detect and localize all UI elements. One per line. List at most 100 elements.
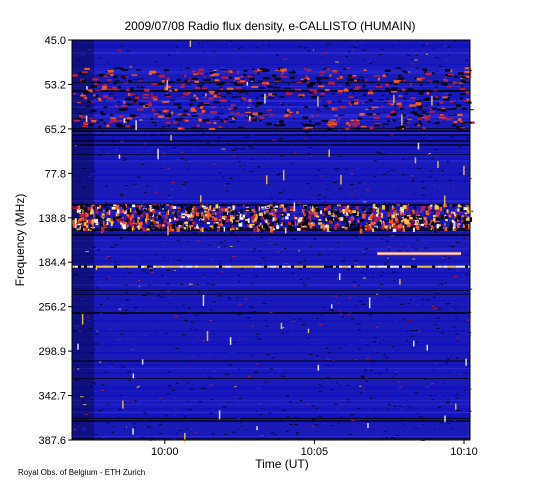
heatmap-cell [89, 397, 92, 399]
heatmap-cell [186, 83, 191, 85]
heatmap-cell [125, 97, 133, 101]
heatmap-cell [228, 265, 231, 268]
heatmap-cell [72, 136, 470, 138]
heatmap-cell [291, 320, 296, 322]
heatmap-cell [165, 265, 168, 268]
heatmap-cell [369, 126, 374, 130]
heatmap-cell [286, 330, 290, 332]
heatmap-cell [368, 224, 371, 227]
heatmap-cell [362, 94, 367, 97]
heatmap-cell [445, 405, 448, 407]
heatmap-cell [349, 433, 353, 435]
heatmap-cell [410, 335, 414, 337]
heatmap-cell [338, 188, 343, 190]
heatmap-cell [217, 94, 222, 96]
heatmap-cell [362, 387, 365, 389]
heatmap-cell [72, 64, 470, 65]
heatmap-cell [421, 194, 426, 196]
heatmap-cell [372, 265, 375, 268]
heatmap-cell [363, 253, 366, 255]
heatmap-cell [120, 207, 123, 209]
heatmap-cell [146, 197, 149, 199]
heatmap-cell [398, 217, 401, 219]
heatmap-cell [195, 97, 199, 100]
heatmap-cell [72, 174, 470, 176]
heatmap-cell [118, 119, 123, 122]
heatmap-cell [305, 126, 313, 129]
heatmap-cell [437, 161, 439, 168]
heatmap-cell [72, 330, 470, 332]
heatmap-cell [105, 71, 109, 73]
heatmap-cell [338, 218, 342, 222]
heatmap-cell [325, 347, 329, 349]
heatmap-cell [85, 223, 89, 228]
heatmap-cell [207, 265, 210, 268]
heatmap-cell [115, 280, 118, 282]
heatmap-cell [303, 76, 306, 78]
heatmap-cell [421, 424, 423, 426]
heatmap-cell [354, 101, 359, 105]
heatmap-cell [222, 70, 227, 72]
heatmap-cell [191, 222, 196, 225]
heatmap-cell [186, 401, 190, 403]
heatmap-cell [426, 299, 430, 301]
heatmap-cell [447, 265, 450, 268]
heatmap-cell [407, 219, 411, 225]
heatmap-cell [399, 279, 401, 285]
heatmap-cell [448, 118, 454, 120]
heatmap-cell [431, 95, 433, 106]
heatmap-cell [262, 329, 264, 331]
heatmap-cell [204, 51, 208, 53]
heatmap-cell [383, 431, 386, 433]
heatmap-cell [337, 129, 341, 131]
heatmap-cell [442, 119, 446, 121]
heatmap-cell [312, 225, 316, 228]
heatmap-cell [230, 104, 236, 106]
heatmap-cell [132, 265, 135, 268]
heatmap-cell [222, 175, 225, 177]
heatmap-cell [303, 47, 307, 49]
heatmap-cell [123, 101, 126, 104]
heatmap-cell [139, 86, 145, 88]
heatmap-cell [304, 213, 308, 218]
heatmap-cell [321, 422, 326, 424]
heatmap-cell [239, 397, 242, 399]
heatmap-cell [179, 429, 183, 431]
heatmap-cell [286, 213, 290, 216]
heatmap-cell [256, 363, 259, 365]
heatmap-cell [398, 95, 403, 97]
heatmap-cell [342, 265, 345, 268]
heatmap-cell [169, 302, 171, 304]
heatmap-cell [89, 385, 93, 387]
heatmap-cell [280, 211, 285, 214]
heatmap-cell [201, 109, 206, 113]
heatmap-cell [138, 102, 145, 105]
heatmap-cell [452, 122, 454, 124]
heatmap-cell [81, 127, 87, 130]
heatmap-cell [92, 225, 94, 229]
heatmap-cell [284, 227, 287, 234]
heatmap-cell [332, 367, 334, 369]
heatmap-cell [466, 206, 469, 209]
heatmap-cell [94, 219, 98, 223]
heatmap-cell [410, 97, 416, 100]
heatmap-cell [336, 265, 339, 268]
heatmap-cell [229, 295, 234, 297]
heatmap-cell [259, 119, 263, 122]
heatmap-cell [165, 114, 171, 117]
heatmap-cell [121, 304, 125, 306]
heatmap-cell [288, 224, 292, 229]
heatmap-cell [102, 206, 107, 208]
heatmap-cell [400, 408, 405, 410]
heatmap-cell [122, 210, 124, 212]
heatmap-cell [186, 321, 189, 323]
heatmap-cell [388, 224, 390, 227]
heatmap-cell [245, 109, 247, 111]
heatmap-cell [139, 79, 143, 81]
heatmap-cell [109, 227, 114, 232]
heatmap-cell [72, 312, 470, 314]
heatmap-cell [188, 283, 193, 285]
heatmap-cell [211, 433, 215, 435]
heatmap-cell [152, 210, 156, 214]
heatmap-cell [145, 185, 149, 187]
